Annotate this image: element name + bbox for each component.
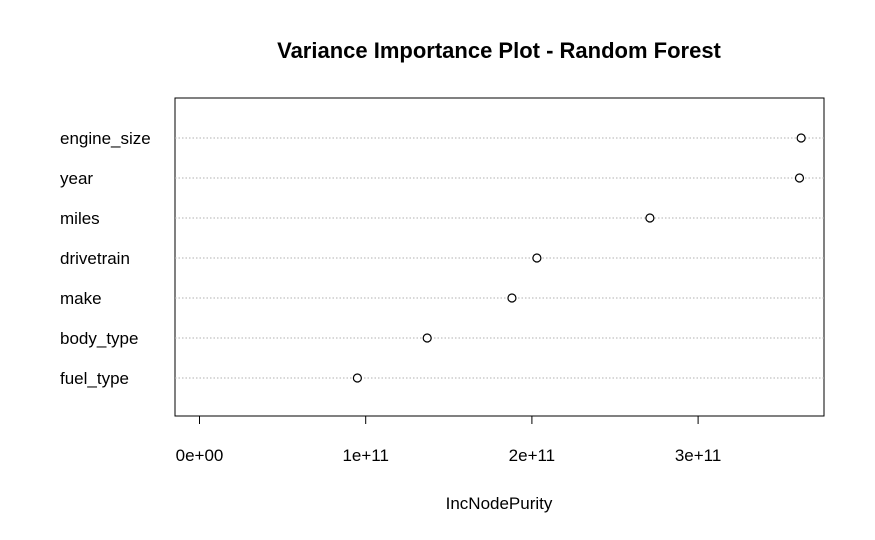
x-axis: 0e+00 1e+11 2e+11 3e+11	[176, 415, 721, 465]
category-label: make	[60, 289, 102, 308]
category-label: body_type	[60, 329, 138, 348]
category-label: miles	[60, 209, 100, 228]
data-point	[422, 333, 432, 343]
x-axis-title: IncNodePurity	[446, 494, 553, 513]
category-label: engine_size	[60, 129, 151, 148]
data-point	[532, 253, 542, 263]
grid-lines	[175, 137, 824, 379]
category-label: drivetrain	[60, 249, 130, 268]
data-point	[352, 373, 362, 383]
x-tick-label: 0e+00	[176, 446, 224, 465]
category-label: fuel_type	[60, 369, 129, 388]
x-tick-label: 3e+11	[675, 446, 721, 465]
data-points	[352, 133, 806, 383]
x-tick-label: 2e+11	[509, 446, 555, 465]
data-point	[507, 293, 517, 303]
data-point	[796, 133, 806, 143]
plot-frame	[174, 97, 825, 417]
data-point	[794, 173, 805, 183]
x-tick-label: 1e+11	[342, 446, 388, 465]
chart-title: Variance Importance Plot - Random Forest	[277, 38, 721, 63]
data-point	[645, 213, 655, 223]
category-label: year	[60, 169, 93, 188]
